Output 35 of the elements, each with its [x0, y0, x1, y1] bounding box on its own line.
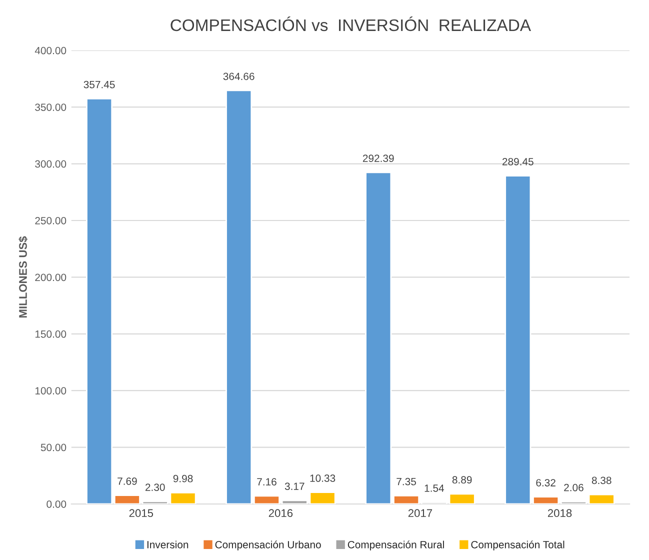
y-tick-label: 200.00	[35, 274, 66, 282]
y-tick-label: 100.00	[35, 387, 66, 394]
data-label: 8.38	[592, 476, 612, 484]
data-label: 7.16	[257, 478, 276, 486]
y-tick-label: 300.00	[35, 160, 66, 168]
x-tick-label: 2015	[129, 509, 154, 518]
y-tick-label: 250.00	[35, 217, 66, 224]
x-tick-label: 2017	[408, 509, 432, 518]
x-tick-label: 2018	[548, 509, 572, 518]
y-tick-label: 150.00	[35, 330, 66, 338]
data-label: 3.17	[284, 482, 304, 490]
data-label: 292.39	[362, 154, 394, 162]
y-tick-label: 400.00	[34, 46, 66, 54]
data-label: 7.35	[396, 478, 416, 486]
data-label: 357.45	[84, 80, 115, 88]
data-label: 7.69	[118, 478, 137, 485]
y-tick-label: 50.00	[40, 444, 66, 452]
data-label: 9.98	[173, 474, 193, 482]
data-label: 2.30	[146, 484, 165, 491]
data-label: 289.45	[502, 158, 534, 166]
legend-label: Inversion	[147, 540, 188, 548]
x-tick-label: 2016	[268, 509, 293, 518]
data-label: 1.54	[424, 484, 444, 492]
data-label: 6.32	[536, 479, 556, 486]
legend-label: Compensación Urbano	[215, 540, 321, 550]
y-tick-label: 350.00	[35, 104, 66, 111]
data-label: 8.89	[452, 476, 472, 484]
data-label: 364.66	[223, 72, 254, 80]
legend-label: Compensación Rural	[348, 540, 444, 550]
y-tick-label: 0.00	[46, 500, 66, 508]
data-label: 2.06	[564, 484, 584, 492]
chart-title: COMPENSACIÓN vs INVERSIÓN REALIZADA	[170, 16, 532, 32]
y-axis-title: MILLONES US$	[18, 236, 28, 318]
data-label: 10.33	[310, 474, 336, 482]
legend-label: Compensación Total	[471, 540, 564, 550]
